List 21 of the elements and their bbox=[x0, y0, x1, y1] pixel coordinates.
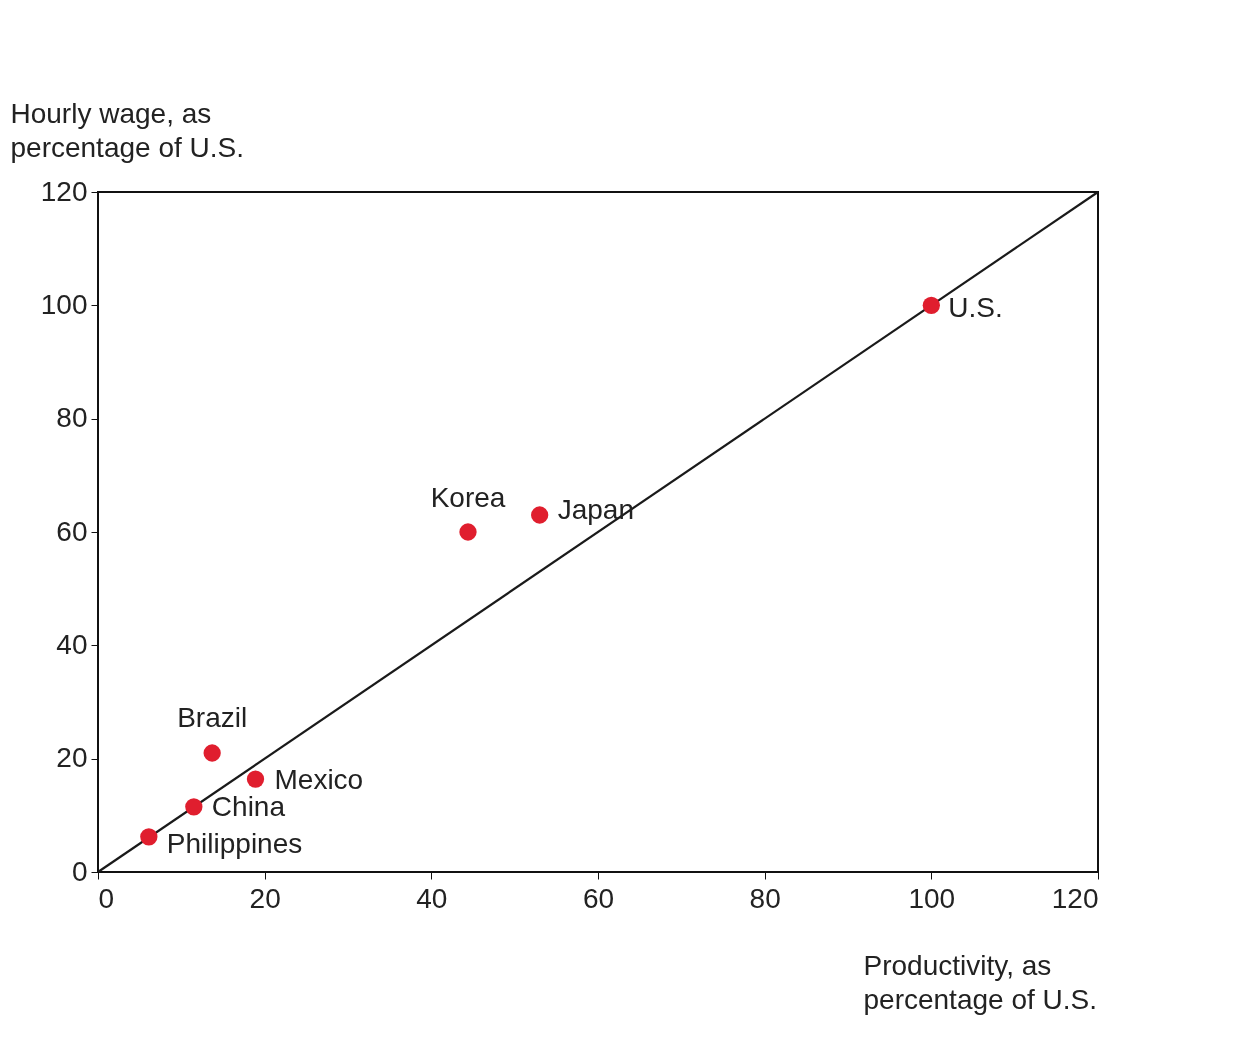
x-tick-label: 40 bbox=[416, 882, 448, 914]
x-axis-title: Productivity, as percentage of U.S. bbox=[863, 949, 1097, 1015]
y-tick-label: 40 bbox=[56, 628, 88, 660]
x-tick-label: 20 bbox=[249, 882, 281, 914]
annotation: Korea bbox=[430, 482, 506, 513]
y-tick-label: 20 bbox=[56, 742, 88, 774]
annotation: Brazil bbox=[177, 702, 248, 733]
y-axis-title: Hourly wage, as percentage of U.S. bbox=[10, 97, 244, 163]
x-tick-label: 120 bbox=[1051, 882, 1099, 914]
annotation: U.S. bbox=[948, 292, 1003, 324]
y-tick-label: 120 bbox=[40, 175, 88, 207]
y-tick-label: 60 bbox=[56, 515, 88, 547]
x-tick-label: 0 bbox=[98, 882, 115, 914]
y-tick-label: 80 bbox=[56, 402, 88, 434]
x-tick-label: 100 bbox=[908, 882, 956, 914]
x-tick-label: 60 bbox=[582, 882, 615, 914]
y-tick-label: 100 bbox=[40, 288, 88, 320]
y-tick-label: 0 bbox=[71, 855, 88, 887]
annotation: Philippines bbox=[166, 827, 303, 859]
x-tick-label: 80 bbox=[749, 882, 781, 914]
annotation: Japan bbox=[557, 494, 634, 525]
